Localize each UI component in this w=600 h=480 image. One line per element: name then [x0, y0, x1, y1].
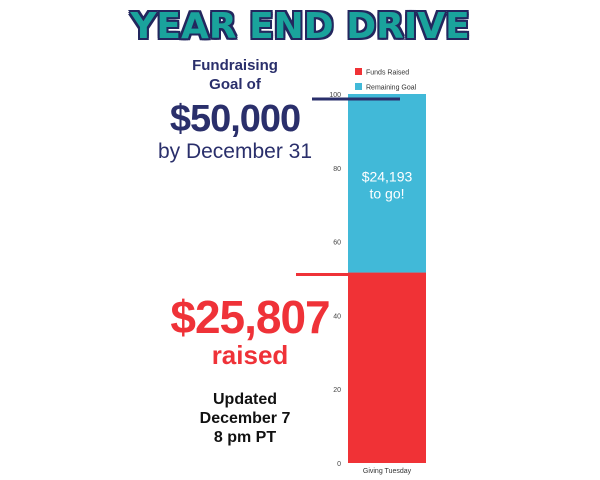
updated-line1: Updated [213, 391, 277, 408]
x-category-label: Giving Tuesday [363, 468, 412, 475]
y-tick-label: 40 [333, 313, 341, 320]
legend-swatch [355, 68, 362, 75]
goal-date: by December 31 [157, 140, 313, 163]
y-tick-label: 0 [337, 461, 341, 468]
legend-label: Remaining Goal [366, 85, 417, 92]
legend-label: Funds Raised [366, 70, 409, 77]
y-tick-label: 60 [333, 240, 341, 247]
updated-line3: 8 pm PT [213, 429, 277, 446]
remaining-to-go-label: to go! [369, 185, 404, 201]
y-tick-label: 100 [329, 92, 341, 99]
raised-amount: $25,807 [170, 291, 330, 343]
y-tick-label: 80 [333, 166, 341, 173]
goal-label-line2: Goal of [209, 76, 261, 93]
remaining-amount-label: $24,193 [362, 168, 413, 184]
bar-remaining-goal [348, 94, 426, 273]
raised-label: raised [211, 340, 289, 370]
goal-amount: $50,000 [169, 98, 301, 140]
page-title: YEAR END DRIVE [130, 6, 470, 47]
bar-funds-raised [348, 272, 426, 463]
updated-line2: December 7 [199, 410, 291, 427]
goal-label: Fundraising Goal of [150, 56, 320, 94]
goal-label-line1: Fundraising [192, 57, 278, 74]
updated-note: Updated December 7 8 pm PT [165, 390, 325, 447]
legend-swatch [355, 83, 362, 90]
y-tick-label: 20 [333, 387, 341, 394]
